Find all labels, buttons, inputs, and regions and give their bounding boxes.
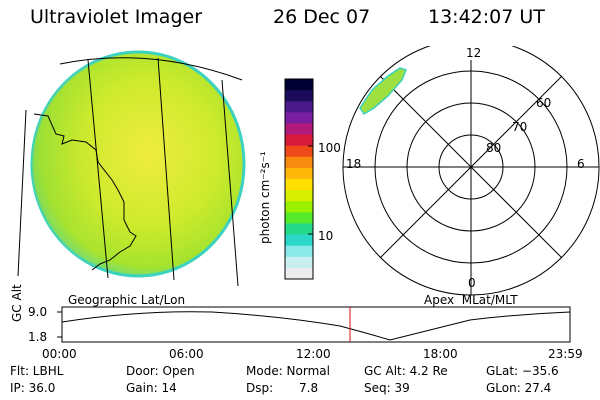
colorbar-band	[285, 145, 313, 158]
time-label: 13:42:07 UT	[428, 6, 545, 28]
mode-info: Mode: Normal	[246, 364, 330, 378]
colorbar-band	[285, 256, 313, 269]
colorbar-band	[285, 201, 313, 213]
seq-info: Seq: 39	[364, 381, 410, 395]
dsp-label: Dsp:	[246, 381, 274, 395]
mlt-label-0: 0	[468, 276, 476, 290]
colorbar	[284, 78, 314, 280]
instrument-title: Ultraviolet Imager	[30, 6, 203, 28]
x-tick-0000: 00:00	[42, 347, 77, 361]
coastline	[33, 113, 137, 271]
dsp-value: 7.8	[299, 381, 319, 395]
geographic-image-panel	[17, 50, 246, 287]
colorbar-band	[285, 234, 313, 247]
colorbar-band	[285, 190, 313, 202]
date-label: 26 Dec 07	[273, 6, 371, 28]
x-tick-1200: 12:00	[296, 347, 331, 361]
mlat-label-80: 80	[486, 141, 502, 155]
mlt-label-18: 18	[346, 157, 362, 171]
x-tick-0600: 06:00	[169, 347, 204, 361]
colorbar-band	[285, 101, 313, 113]
mlat-label-60: 60	[536, 96, 552, 110]
colorbar-band	[285, 156, 313, 169]
colorbar-band	[285, 112, 313, 124]
altitude-y-tick-min: 1.8	[28, 330, 48, 344]
colorbar-tick-10: 10	[318, 229, 334, 243]
longitude-lines	[17, 57, 239, 287]
latitude-arcs	[59, 57, 243, 81]
colorbar-band	[285, 245, 313, 258]
apex-caption: Apex MLat/MLT	[424, 293, 518, 307]
glat-info: GLat: −35.6	[486, 364, 559, 378]
altitude-plot-frame	[61, 306, 571, 343]
mlt-label-12: 12	[466, 46, 482, 60]
x-tick-2359: 23:59	[548, 347, 583, 361]
altitude-curve	[61, 311, 571, 341]
polar-plot	[342, 46, 600, 296]
colorbar-band	[285, 179, 313, 191]
colorbar-tick-100: 100	[318, 141, 341, 155]
colorbar-band	[285, 267, 313, 280]
mlat-label-70: 70	[512, 120, 528, 134]
colorbar-band	[285, 167, 313, 180]
colorbar-band	[285, 123, 313, 136]
colorbar-band	[285, 134, 313, 147]
colorbar-frame	[284, 78, 314, 280]
glon-info: GLon: 27.4	[486, 381, 552, 395]
colorbar-band	[285, 90, 313, 102]
colorbar-band	[285, 223, 313, 236]
altitude-plot	[57, 306, 571, 343]
altitude-y-tick-max: 9.0	[28, 305, 48, 319]
filter-info: Flt: LBHL	[10, 364, 64, 378]
colorbar-band	[285, 212, 313, 224]
colorbar-band	[285, 79, 313, 91]
altitude-y-label: GC Alt	[10, 284, 24, 322]
gc-alt-info: GC Alt: 4.2 Re	[364, 364, 448, 378]
x-tick-1800: 18:00	[423, 347, 458, 361]
door-info: Door: Open	[126, 364, 195, 378]
geographic-caption: Geographic Lat/Lon	[68, 293, 186, 307]
ip-info: IP: 36.0	[10, 381, 56, 395]
gain-info: Gain: 14	[126, 381, 177, 395]
colorbar-unit-label: photon cm⁻²s⁻¹	[258, 151, 272, 244]
mlt-label-6: 6	[577, 157, 585, 171]
aurora-blob	[359, 67, 407, 116]
